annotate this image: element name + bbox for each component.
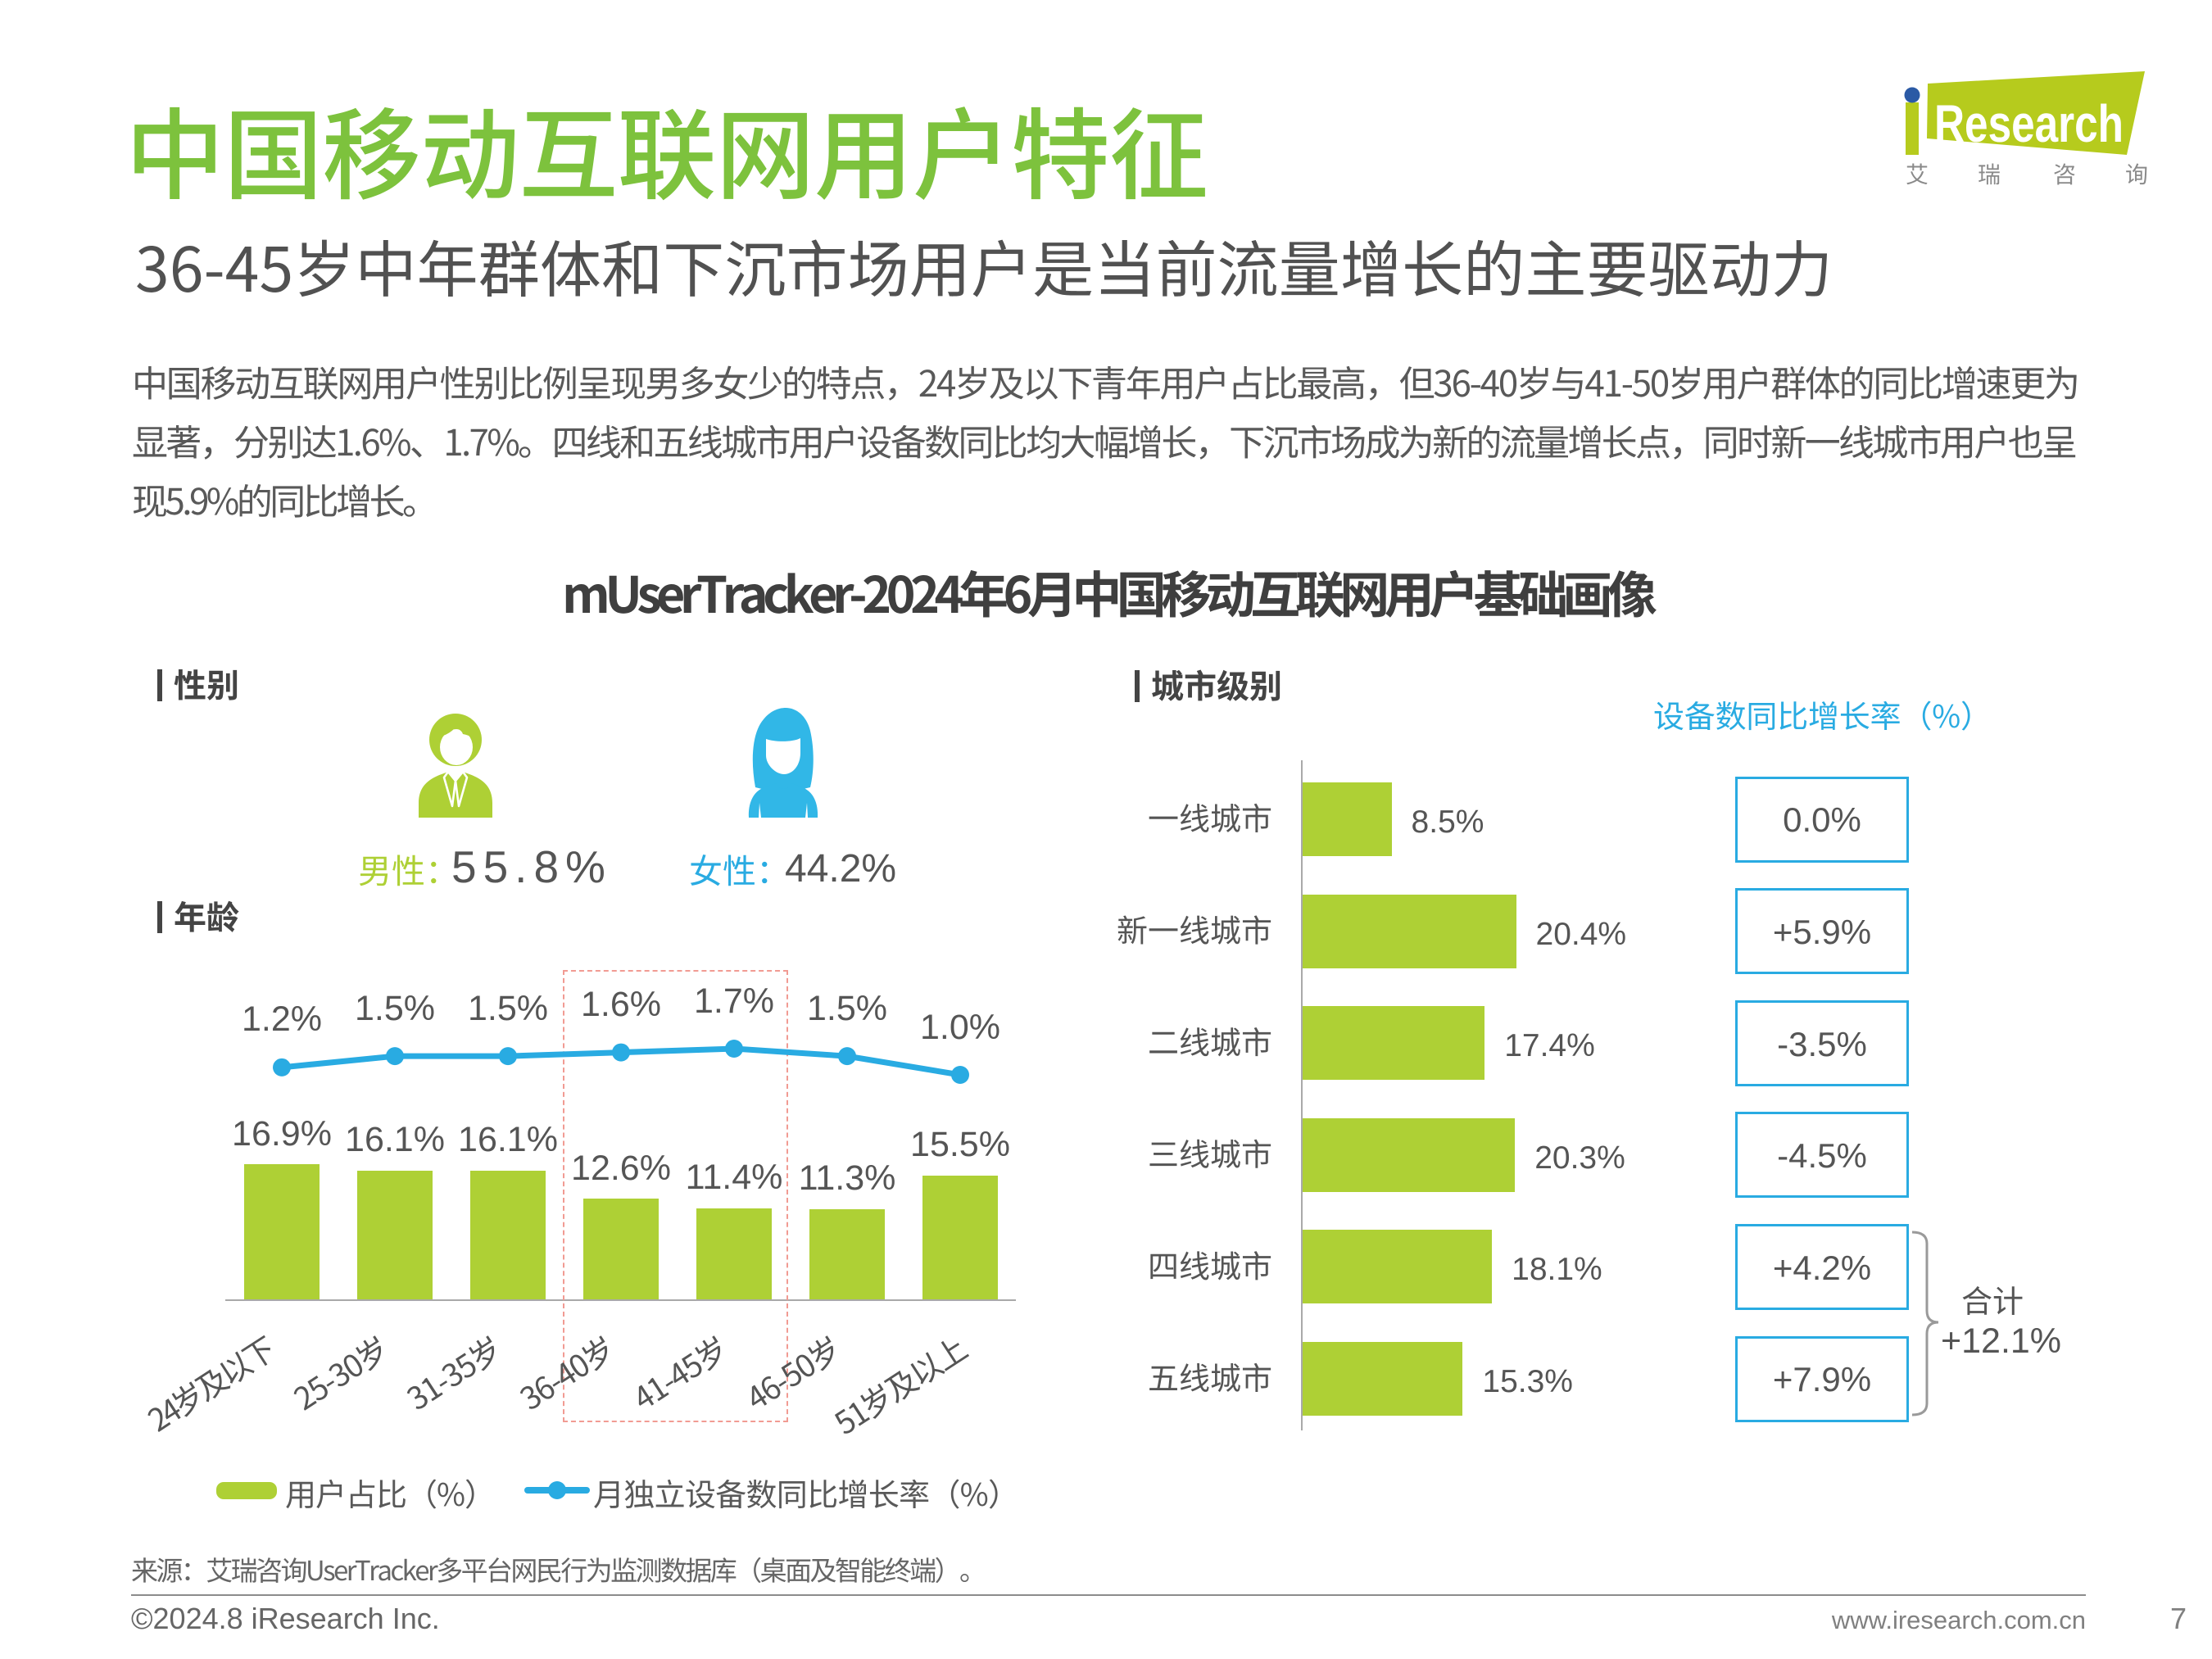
svg-text:Research: Research: [1934, 94, 2124, 153]
